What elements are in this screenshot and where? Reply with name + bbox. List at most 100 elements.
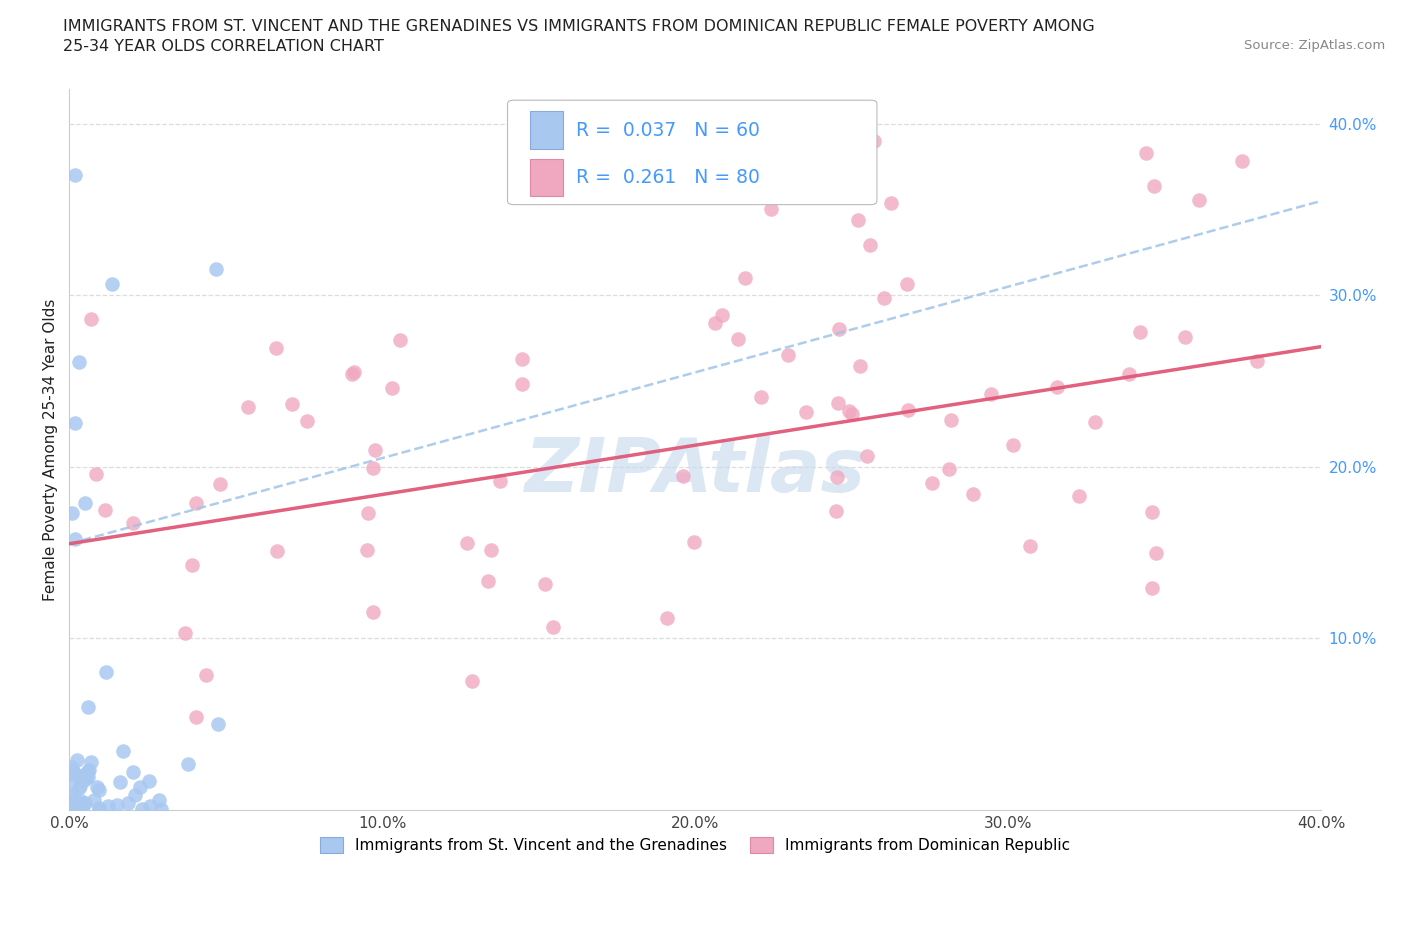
Point (389, 332, 412, 347)
Bar (530, 159, 562, 196)
Point (101, 276, 124, 291)
Point (749, 390, 772, 405)
Point (67, 354, 90, 369)
Point (541, 619, 564, 634)
Point (86, 779, 108, 794)
Point (1174, 330, 1197, 345)
Point (921, 476, 943, 491)
Point (477, 573, 499, 588)
Point (60, 795, 83, 810)
Point (962, 486, 984, 501)
Point (80, 312, 103, 326)
Point (184, 496, 207, 511)
Bar (530, 112, 562, 149)
Point (105, 797, 128, 812)
Point (512, 376, 534, 391)
Point (1118, 366, 1140, 381)
Point (207, 716, 229, 731)
Point (1046, 380, 1069, 395)
Point (856, 449, 879, 464)
Point (62, 765, 84, 780)
Point (148, 792, 170, 807)
Point (356, 543, 378, 558)
Point (672, 468, 695, 483)
Point (177, 757, 200, 772)
Text: 25-34 YEAR OLDS CORRELATION CHART: 25-34 YEAR OLDS CORRELATION CHART (63, 39, 384, 54)
Point (461, 673, 484, 688)
Point (704, 316, 727, 331)
Point (880, 195, 903, 210)
Point (67, 780, 90, 795)
Point (1084, 415, 1107, 430)
Point (66, 752, 89, 767)
Point (124, 788, 146, 803)
Point (76, 699, 98, 714)
Point (657, 611, 679, 626)
Point (75, 796, 97, 811)
Point (512, 352, 534, 366)
Point (238, 400, 260, 415)
Point (73, 795, 96, 810)
Point (343, 365, 366, 379)
Point (89, 801, 111, 816)
Point (63, 796, 86, 811)
FancyBboxPatch shape (508, 100, 877, 205)
Point (896, 276, 918, 291)
Point (479, 542, 502, 557)
Point (1144, 545, 1167, 560)
Point (727, 332, 749, 347)
Point (60, 506, 83, 521)
Point (62, 799, 84, 814)
Point (94, 665, 117, 680)
Point (65, 167, 87, 182)
Point (77, 770, 100, 785)
Point (208, 476, 231, 491)
Point (873, 291, 896, 306)
Point (1135, 145, 1157, 160)
Point (59, 764, 82, 778)
Text: IMMIGRANTS FROM ST. VINCENT AND THE GRENADINES VS IMMIGRANTS FROM DOMINICAN REPU: IMMIGRANTS FROM ST. VINCENT AND THE GREN… (63, 19, 1095, 33)
Point (761, 201, 783, 216)
Point (1246, 353, 1268, 368)
Point (63, 532, 86, 547)
Point (111, 744, 134, 759)
Point (63, 766, 86, 781)
Point (838, 404, 860, 418)
Point (65, 795, 87, 810)
Point (734, 270, 756, 285)
Text: ZIPAtlas: ZIPAtlas (524, 434, 866, 508)
Point (381, 381, 404, 396)
Point (67, 800, 90, 815)
Point (980, 386, 1002, 401)
Point (58, 766, 80, 781)
Y-axis label: Female Poverty Among 25-34 Year Olds: Female Poverty Among 25-34 Year Olds (44, 299, 58, 601)
Point (69, 793, 91, 808)
Point (72, 773, 94, 788)
Point (117, 795, 139, 810)
Point (1067, 488, 1090, 503)
Point (138, 774, 160, 789)
Point (1019, 538, 1042, 553)
Point (1142, 504, 1164, 519)
Point (139, 799, 162, 814)
Point (489, 473, 512, 488)
Point (938, 462, 960, 477)
Point (941, 412, 963, 427)
Point (79, 763, 101, 777)
Point (827, 395, 849, 410)
Point (1232, 153, 1254, 168)
Point (683, 535, 706, 550)
Point (174, 625, 197, 640)
Point (83, 792, 105, 807)
Point (849, 359, 872, 374)
Point (794, 405, 817, 419)
Point (69, 800, 91, 815)
Point (59, 764, 82, 779)
Point (281, 396, 304, 411)
Point (181, 558, 204, 573)
Point (863, 133, 886, 148)
Point (364, 443, 387, 458)
Point (131, 802, 153, 817)
Point (60, 759, 83, 774)
Point (361, 604, 384, 619)
